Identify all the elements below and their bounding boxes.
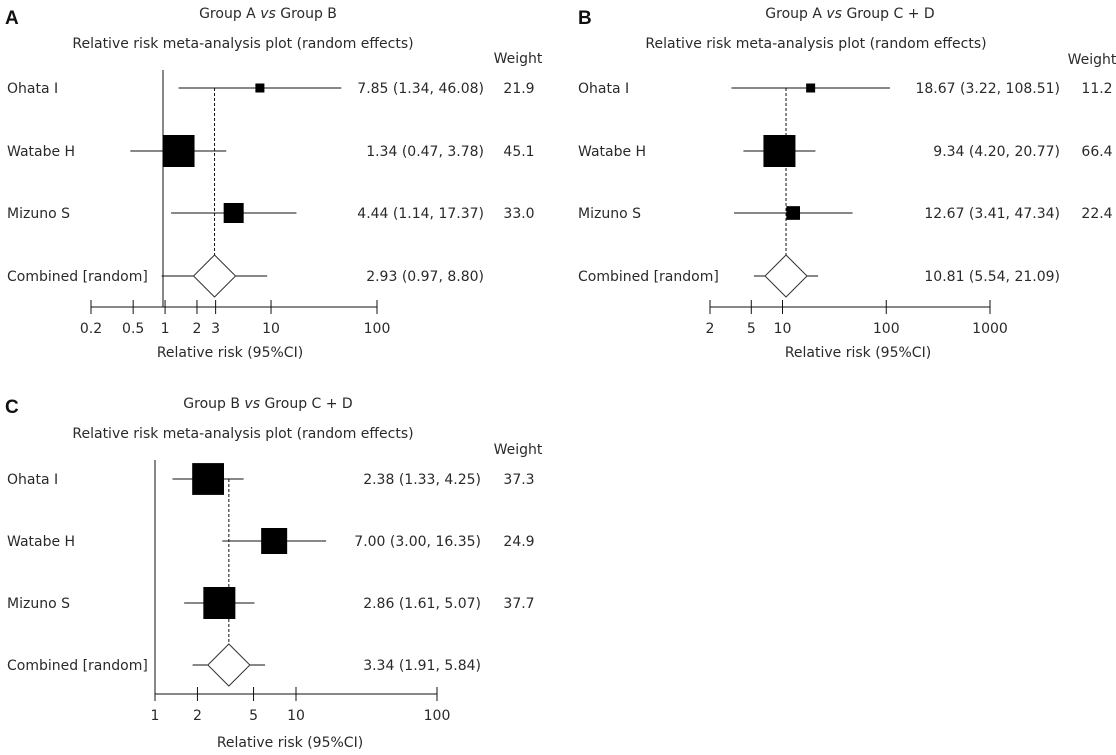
x-tick-label: 10 xyxy=(774,321,792,337)
panel-letter: C xyxy=(5,397,19,418)
weight-header: Weight xyxy=(1068,52,1116,68)
title-vs: vs xyxy=(244,396,260,412)
x-tick-label: 0.5 xyxy=(122,321,144,337)
panel-letter: A xyxy=(5,8,19,29)
study-weight: 45.1 xyxy=(503,144,534,160)
x-axis-label: Relative risk (95%CI) xyxy=(217,735,363,751)
title-left: Group B xyxy=(183,396,240,412)
x-tick-label: 1000 xyxy=(972,321,1008,337)
x-tick-label: 100 xyxy=(424,708,451,724)
x-tick-label: 5 xyxy=(249,708,258,724)
plot-subtitle: Relative risk meta-analysis plot (random… xyxy=(72,36,413,52)
combined-estimate: 10.81 (5.54, 21.09) xyxy=(924,269,1060,285)
title-left: Group A xyxy=(765,6,822,22)
plot-subtitle: Relative risk meta-analysis plot (random… xyxy=(72,426,413,442)
study-estimate: 2.86 (1.61, 5.07) xyxy=(363,596,481,612)
study-estimate: 4.44 (1.14, 17.37) xyxy=(357,206,484,222)
title-vs: vs xyxy=(260,6,276,22)
title-right: Group B xyxy=(280,6,337,22)
study-weight: 33.0 xyxy=(503,206,534,222)
combined-estimate: 3.34 (1.91, 5.84) xyxy=(363,658,481,674)
study-weight: 22.4 xyxy=(1081,206,1112,222)
study-weight-box xyxy=(203,587,236,619)
study-weight: 21.9 xyxy=(503,81,534,97)
panel-title: Group A vs Group B xyxy=(199,6,337,22)
combined-diamond xyxy=(764,254,808,298)
panel-title: Group B vs Group C + D xyxy=(183,396,352,412)
study-estimate: 2.38 (1.33, 4.25) xyxy=(363,472,481,488)
panel-letter: B xyxy=(578,8,592,29)
x-tick-label: 1 xyxy=(151,708,160,724)
study-name: Mizuno S xyxy=(7,596,70,612)
combined-name: Combined [random] xyxy=(7,269,148,285)
x-tick-label: 2 xyxy=(193,321,202,337)
x-tick-label: 10 xyxy=(262,321,280,337)
title-right: Group C + D xyxy=(846,6,934,22)
x-axis-label: Relative risk (95%CI) xyxy=(157,345,303,361)
study-weight: 24.9 xyxy=(503,534,534,550)
forest-panel-c: C Group B vs Group C + D Relative risk met… xyxy=(5,396,543,751)
combined-name: Combined [random] xyxy=(578,269,719,285)
study-weight-box xyxy=(223,202,244,224)
study-name: Ohata I xyxy=(7,472,58,488)
study-estimate: 18.67 (3.22, 108.51) xyxy=(915,81,1060,97)
plot-subtitle: Relative risk meta-analysis plot (random… xyxy=(645,36,986,52)
combined-diamond xyxy=(192,254,237,298)
study-weight: 37.3 xyxy=(503,472,534,488)
study-weight-box xyxy=(255,83,265,93)
x-axis-label: Relative risk (95%CI) xyxy=(785,345,931,361)
x-tick-label: 10 xyxy=(287,708,305,724)
x-tick-label: 3 xyxy=(211,321,220,337)
panel-title: Group A vs Group C + D xyxy=(765,6,934,22)
study-name: Watabe H xyxy=(578,144,646,160)
study-estimate: 12.67 (3.41, 47.34) xyxy=(924,206,1060,222)
x-tick-label: 2 xyxy=(706,321,715,337)
combined-estimate: 2.93 (0.97, 8.80) xyxy=(366,269,484,285)
title-right: Group C + D xyxy=(264,396,352,412)
forest-panel-b: B Group A vs Group C + D Relative risk met… xyxy=(578,6,1116,361)
study-weight-box xyxy=(763,135,796,167)
study-weight: 11.2 xyxy=(1081,81,1112,97)
study-weight-box xyxy=(192,463,225,495)
x-tick-label: 2 xyxy=(193,708,202,724)
forest-panel-a: A Group A vs Group B Relative risk meta-an… xyxy=(5,6,543,361)
title-left: Group A xyxy=(199,6,256,22)
x-tick-label: 100 xyxy=(364,321,391,337)
study-name: Ohata I xyxy=(578,81,629,97)
study-weight-box xyxy=(261,528,288,554)
study-weight-box xyxy=(162,135,195,167)
weight-header: Weight xyxy=(494,442,543,458)
weight-header: Weight xyxy=(494,51,543,67)
combined-name: Combined [random] xyxy=(7,658,148,674)
study-estimate: 7.00 (3.00, 16.35) xyxy=(354,534,481,550)
x-tick-label: 0.2 xyxy=(80,321,102,337)
study-estimate: 7.85 (1.34, 46.08) xyxy=(357,81,484,97)
study-estimate: 1.34 (0.47, 3.78) xyxy=(366,144,484,160)
x-tick-label: 100 xyxy=(873,321,900,337)
combined-diamond xyxy=(207,643,251,687)
study-weight-box xyxy=(806,83,816,93)
study-name: Mizuno S xyxy=(578,206,641,222)
x-tick-label: 5 xyxy=(747,321,756,337)
study-weight-box xyxy=(786,206,801,220)
title-vs: vs xyxy=(826,6,842,22)
study-name: Watabe H xyxy=(7,144,75,160)
x-tick-label: 1 xyxy=(161,321,170,337)
study-estimate: 9.34 (4.20, 20.77) xyxy=(933,144,1060,160)
study-name: Ohata I xyxy=(7,81,58,97)
study-name: Watabe H xyxy=(7,534,75,550)
study-weight: 66.4 xyxy=(1081,144,1112,160)
study-weight: 37.7 xyxy=(503,596,534,612)
study-name: Mizuno S xyxy=(7,206,70,222)
